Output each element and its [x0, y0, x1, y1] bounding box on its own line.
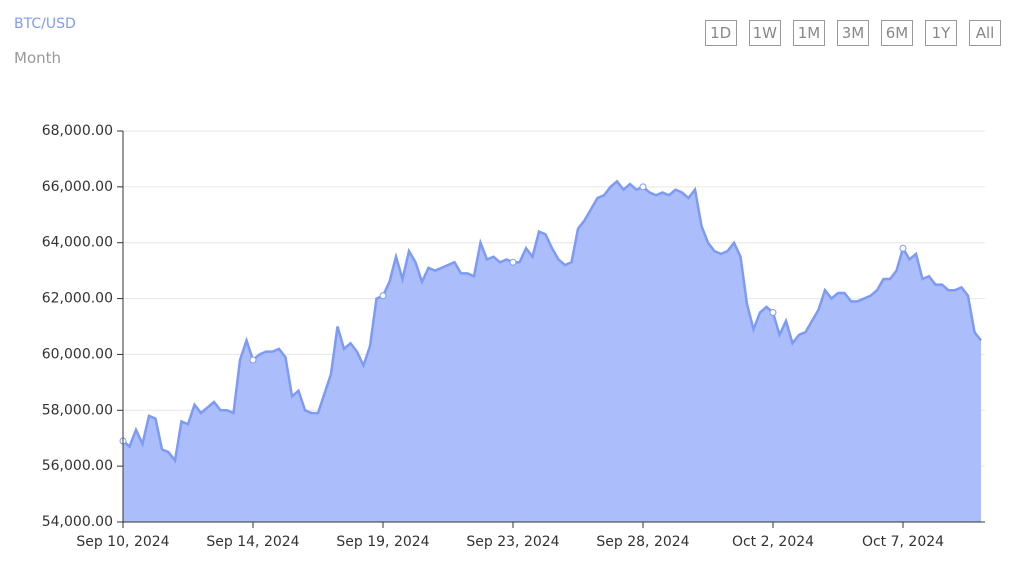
y-tick-label: 62,000.00	[42, 291, 113, 307]
range-button[interactable]: 1D	[704, 20, 737, 46]
range-button[interactable]: 3M	[837, 20, 869, 46]
point-marker	[639, 183, 647, 191]
point-marker	[769, 309, 777, 317]
pair-title: BTC/USD	[14, 16, 76, 32]
range-button[interactable]: 1Y	[925, 20, 957, 46]
period-label: Month	[14, 49, 62, 67]
x-tick-label: Oct 2, 2024	[732, 534, 814, 550]
x-tick-label: Sep 14, 2024	[206, 534, 299, 550]
y-tick-label: 64,000.00	[42, 235, 113, 251]
y-tick-label: 54,000.00	[42, 514, 113, 530]
x-tick-label: Sep 23, 2024	[466, 534, 559, 550]
x-tick-label: Oct 7, 2024	[862, 534, 944, 550]
y-tick-label: 66,000.00	[42, 179, 113, 195]
x-tick-label: Sep 19, 2024	[336, 534, 429, 550]
point-marker	[509, 258, 517, 266]
point-marker	[899, 244, 907, 252]
y-tick-label: 68,000.00	[42, 123, 113, 139]
range-button[interactable]: 1W	[748, 20, 781, 46]
y-tick-label: 58,000.00	[42, 402, 113, 418]
y-tick-label: 60,000.00	[42, 346, 113, 362]
y-tick-label: 56,000.00	[42, 458, 113, 474]
range-button[interactable]: 1M	[793, 20, 825, 46]
x-tick-label: Sep 28, 2024	[596, 534, 689, 550]
point-marker	[379, 292, 387, 300]
x-tick-label: Sep 10, 2024	[76, 534, 169, 550]
range-button[interactable]: All	[969, 20, 1001, 46]
range-buttons: 1D 1W 1M 3M 6M 1Y All	[704, 20, 1001, 46]
range-button[interactable]: 6M	[881, 20, 913, 46]
line	[122, 179, 982, 464]
area	[123, 181, 981, 522]
point-marker	[249, 356, 257, 364]
